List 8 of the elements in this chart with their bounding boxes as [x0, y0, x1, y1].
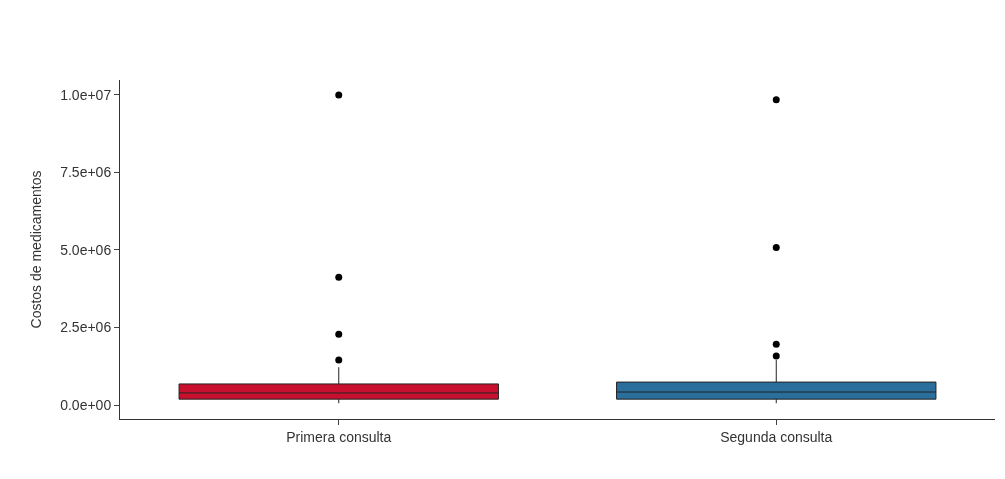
y-tick-label: 0.0e+00: [60, 396, 112, 413]
y-tick-label: 1.0e+07: [60, 86, 112, 103]
y-tick-label: 7.5e+06: [60, 164, 112, 181]
y-axis-title: Costos de medicamentos: [27, 170, 44, 329]
x-tick-label: Segunda consulta: [720, 428, 833, 445]
y-tick-label: 5.0e+06: [60, 241, 112, 258]
x-tick-label: Primera consulta: [286, 428, 392, 445]
y-tick-label: 2.5e+06: [60, 319, 112, 336]
